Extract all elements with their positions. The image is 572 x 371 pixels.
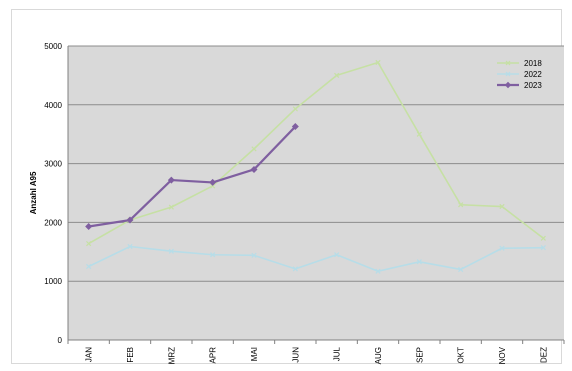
plot-area <box>68 46 564 340</box>
data-point <box>209 178 217 186</box>
data-point <box>127 243 133 250</box>
data-point <box>375 59 381 66</box>
x-tick-label: SEP <box>415 347 424 363</box>
data-point <box>375 268 381 274</box>
y-tick-label: 4000 <box>44 101 62 110</box>
data-point <box>458 202 464 208</box>
data-point <box>210 252 216 258</box>
data-point <box>250 165 258 173</box>
data-point <box>292 106 298 112</box>
legend-label: 2022 <box>524 70 542 79</box>
x-tick-label: MAI <box>250 347 259 361</box>
data-point <box>168 204 174 210</box>
legend-item-2022: 2022 <box>497 70 542 79</box>
x-tick-label: MRZ <box>167 347 176 364</box>
y-axis-title: Anzahl A95 <box>29 171 38 214</box>
axes <box>67 46 565 344</box>
data-point <box>334 252 340 258</box>
data-point <box>416 259 422 265</box>
x-tick-label: OKT <box>457 347 466 364</box>
x-tick-label: JAN <box>85 347 94 362</box>
x-tick-label: JUN <box>291 347 300 363</box>
gridlines <box>68 45 564 282</box>
x-tick-labels: JAN FEB MRZ APR MAI JUN JUL AUG SEP OKT NOV DEZ <box>85 346 549 364</box>
legend: 2018 2022 2023 <box>497 59 542 90</box>
data-point <box>540 245 546 251</box>
series-line <box>88 245 544 273</box>
x-tick-label: AUG <box>374 347 383 364</box>
data-point <box>291 123 299 131</box>
series-line <box>88 125 297 228</box>
legend-label: 2023 <box>524 81 542 90</box>
x-tick-label: APR <box>209 347 218 364</box>
x-tick-label: FEB <box>126 347 135 363</box>
x-tick-label: DEZ <box>539 347 548 363</box>
data-point <box>86 240 92 247</box>
series-line <box>88 61 544 245</box>
data-point <box>458 266 464 273</box>
data-point <box>334 72 340 79</box>
data-point <box>85 223 93 231</box>
data-point <box>499 245 505 251</box>
legend-item-2023: 2023 <box>497 81 542 90</box>
y-tick-labels: 0 1000 2000 3000 4000 5000 <box>44 42 62 345</box>
legend-item-2018: 2018 <box>497 59 542 68</box>
y-tick-label: 5000 <box>44 42 62 51</box>
y-tick-label: 3000 <box>44 160 62 169</box>
data-point <box>210 183 216 189</box>
legend-marker <box>505 71 511 77</box>
series-2022 <box>86 243 546 274</box>
data-point <box>499 203 505 210</box>
data-point <box>86 263 92 270</box>
x-tick-label: NOV <box>498 346 507 364</box>
data-point <box>540 235 546 241</box>
data-point <box>168 248 174 254</box>
y-tick-label: 2000 <box>44 218 62 227</box>
data-point <box>292 266 298 272</box>
legend-marker <box>504 81 512 89</box>
x-tick-label: JUL <box>333 346 342 361</box>
legend-label: 2018 <box>524 59 542 68</box>
data-point <box>416 131 422 137</box>
data-point <box>167 176 175 184</box>
legend-marker <box>505 60 511 66</box>
y-tick-label: 1000 <box>44 277 62 286</box>
series-lines <box>85 59 546 274</box>
series-2023 <box>85 123 299 231</box>
data-point <box>251 252 257 258</box>
data-point <box>126 216 134 224</box>
data-point <box>251 146 257 152</box>
y-tick-label: 0 <box>58 336 63 345</box>
